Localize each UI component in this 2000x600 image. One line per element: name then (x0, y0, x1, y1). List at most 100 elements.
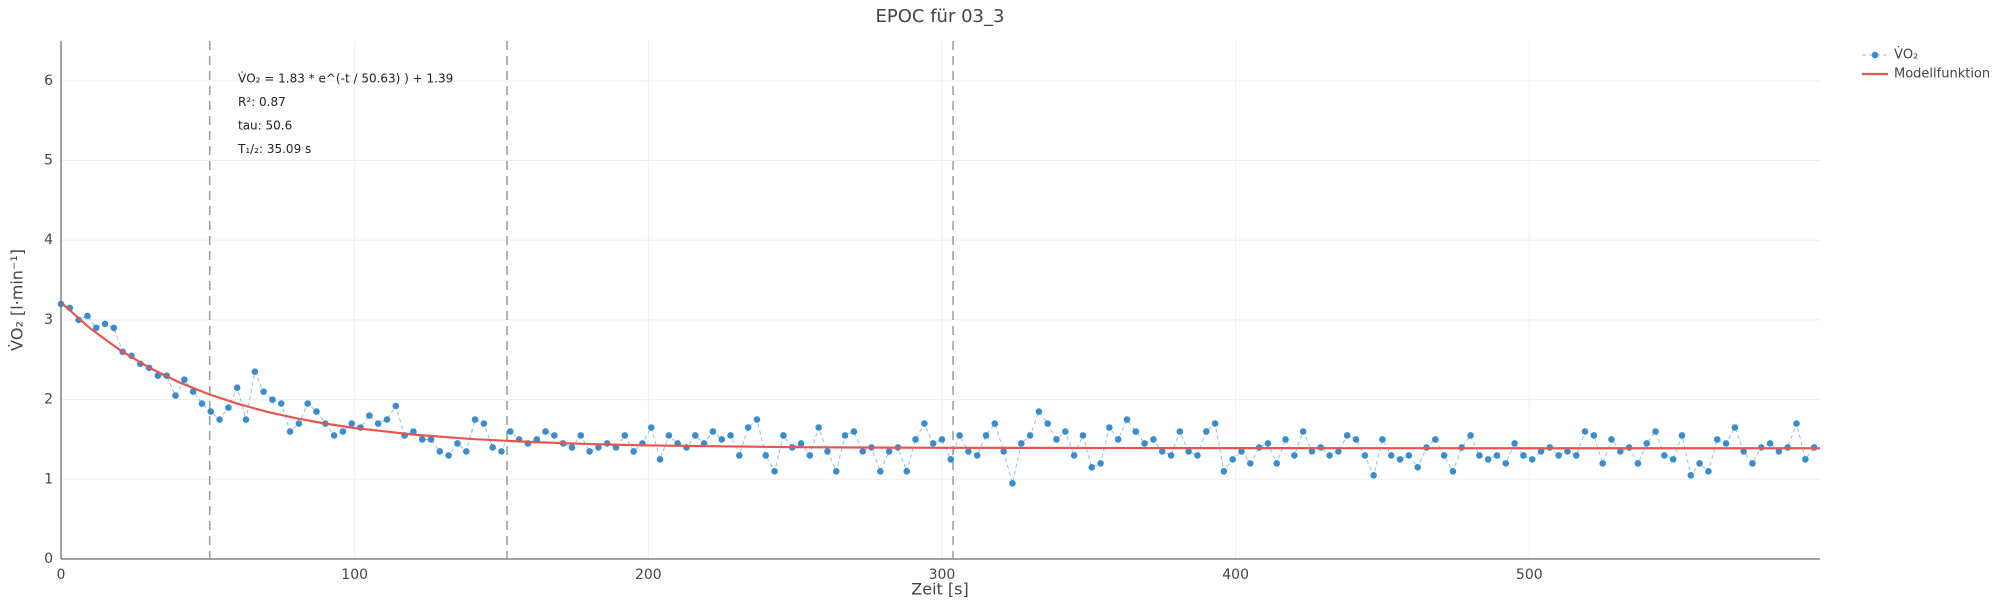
data-point (506, 428, 514, 435)
data-point (181, 376, 188, 383)
data-point (1370, 472, 1377, 479)
data-point (1387, 452, 1395, 459)
data-point (1009, 479, 1016, 487)
x-tick-label: 200 (635, 567, 662, 583)
data-point (1511, 440, 1518, 447)
data-point (806, 452, 814, 459)
chart-title: EPOC für 03_3 (876, 6, 1005, 27)
y-tick-label: 6 (44, 73, 53, 89)
data-point (718, 436, 726, 443)
data-point (1405, 452, 1413, 459)
data-point (1740, 448, 1747, 455)
data-point (1722, 440, 1730, 447)
y-tick-label: 2 (44, 392, 53, 408)
data-point (242, 416, 250, 423)
data-point (1669, 456, 1677, 463)
data-point (656, 456, 664, 463)
data-point (216, 416, 223, 423)
data-point (1379, 436, 1386, 443)
data-point (101, 320, 109, 328)
data-point (172, 392, 179, 399)
data-point (903, 468, 911, 475)
data-point (973, 452, 981, 459)
y-tick-label: 1 (44, 471, 53, 487)
data-point (1793, 420, 1800, 427)
data-point (1705, 468, 1712, 475)
data-point (392, 402, 400, 410)
data-point (436, 448, 444, 455)
data-point (1282, 436, 1289, 443)
data-point (1599, 460, 1606, 467)
data-point (269, 396, 276, 403)
data-point (1652, 428, 1659, 435)
data-point (57, 300, 65, 308)
data-point (736, 452, 743, 459)
data-point (1202, 428, 1210, 435)
data-point (551, 432, 558, 439)
y-tick-label: 4 (44, 232, 53, 248)
data-point (797, 440, 805, 447)
data-point (304, 400, 311, 407)
data-point (1608, 436, 1615, 443)
data-point (92, 324, 100, 332)
legend-label: Modellfunktion (1894, 67, 1990, 82)
data-point (1000, 448, 1007, 455)
data-point (630, 448, 637, 455)
data-point (1802, 456, 1809, 463)
data-point (665, 432, 673, 439)
data-point (410, 428, 417, 435)
data-point (374, 420, 382, 427)
data-point (753, 416, 761, 423)
data-point (1687, 472, 1695, 479)
data-point (586, 448, 593, 455)
data-point (251, 368, 259, 376)
data-point (1273, 460, 1281, 467)
data-point (1572, 452, 1580, 459)
y-tick-label: 5 (44, 153, 53, 169)
y-tick-label: 3 (44, 312, 53, 328)
data-point (832, 468, 840, 475)
data-point (1176, 428, 1184, 435)
data-point (1643, 440, 1651, 447)
data-point (1537, 448, 1545, 455)
data-point (1634, 460, 1642, 467)
data-point (1335, 448, 1342, 455)
data-point (348, 420, 356, 427)
data-point (84, 312, 91, 320)
data-point (1396, 456, 1404, 463)
data-point (877, 468, 884, 475)
data-point (383, 416, 391, 423)
data-point (1141, 440, 1148, 447)
data-point (982, 432, 990, 439)
data-point (1581, 428, 1589, 435)
data-point (260, 388, 267, 395)
data-point (1766, 440, 1774, 447)
data-point (462, 448, 470, 455)
data-point (621, 432, 629, 439)
data-point (1352, 436, 1360, 443)
data-point (339, 428, 347, 435)
data-point (313, 408, 320, 415)
data-point (1493, 452, 1501, 459)
data-point (1308, 448, 1316, 455)
data-point (577, 432, 585, 439)
annotation: T₁/₂: 35.09 s (237, 142, 311, 156)
data-point (1467, 432, 1474, 439)
data-point (542, 428, 549, 435)
data-point (295, 420, 303, 427)
data-point (1414, 464, 1421, 471)
data-point (1661, 452, 1668, 459)
data-point (1026, 432, 1034, 439)
data-point (947, 456, 955, 463)
data-point (445, 452, 452, 459)
data-point (1097, 460, 1104, 467)
data-point (1343, 432, 1351, 439)
data-point (1713, 436, 1721, 443)
y-axis-label: V̇O₂ [l·min⁻¹] (8, 249, 27, 351)
data-point (1696, 460, 1703, 467)
data-point (1044, 420, 1051, 427)
data-point (1528, 456, 1536, 463)
data-point (1361, 452, 1369, 459)
data-point (154, 372, 162, 380)
data-point (885, 448, 893, 455)
